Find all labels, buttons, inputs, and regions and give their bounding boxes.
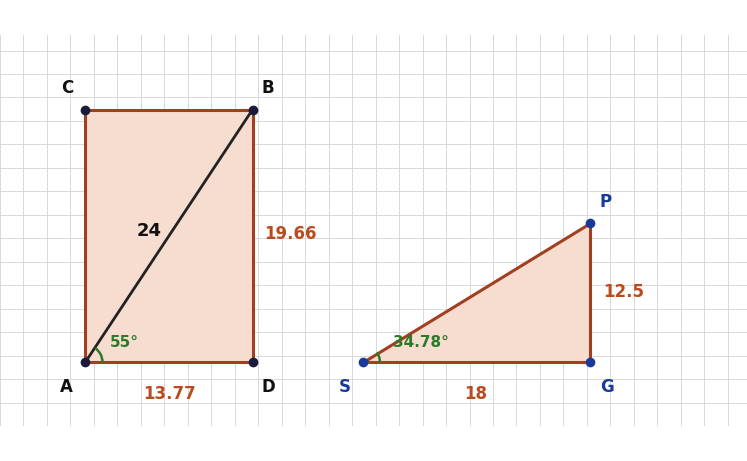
Text: 18: 18 [464,385,487,403]
Text: 55°: 55° [111,335,139,350]
Text: G: G [600,378,613,396]
Text: P: P [600,193,612,211]
Text: D: D [261,378,276,396]
Text: 12.5: 12.5 [604,284,645,301]
Text: 24: 24 [137,221,162,240]
Polygon shape [85,110,252,362]
Text: S: S [338,378,351,396]
Text: C: C [61,79,73,97]
Text: B: B [261,79,274,97]
Text: 34.78°: 34.78° [393,335,449,350]
Text: A: A [61,378,73,396]
Text: 13.77: 13.77 [143,385,196,403]
Text: 19.66: 19.66 [264,225,317,243]
Polygon shape [363,224,590,362]
